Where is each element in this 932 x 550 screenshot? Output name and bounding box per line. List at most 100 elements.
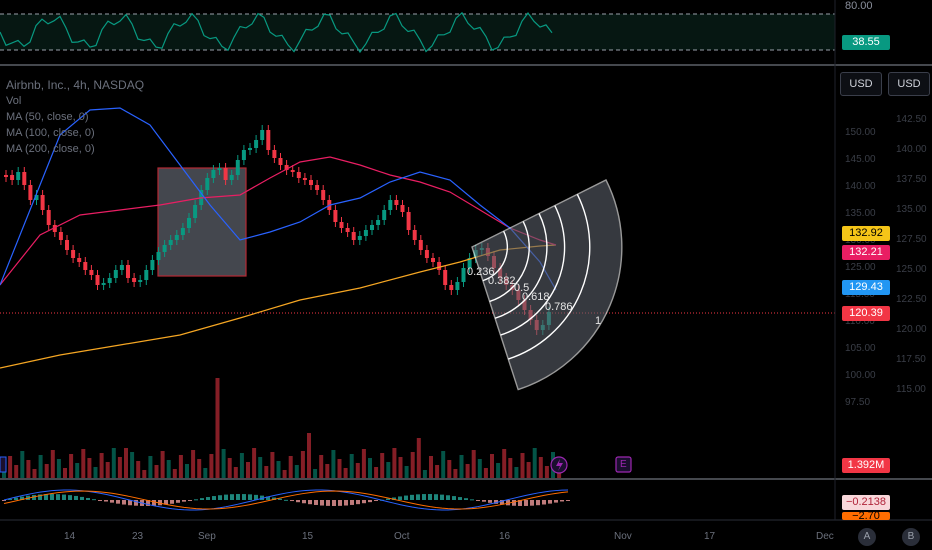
- volume-bar: [75, 463, 80, 478]
- macd-histogram: [2, 494, 570, 506]
- macd-bar: [176, 500, 180, 503]
- legend-ma200: MA (200, close, 0): [6, 143, 95, 155]
- volume-bar: [191, 450, 196, 478]
- ma50-price-tag: 129.43: [842, 280, 890, 295]
- ma50-line: [0, 107, 557, 291]
- macd-bar: [296, 500, 300, 503]
- x-label-oct: Oct: [394, 531, 410, 542]
- candle-body: [461, 268, 466, 282]
- macd-bar: [116, 500, 120, 504]
- candle-body: [89, 270, 94, 275]
- macd-bar: [302, 500, 306, 504]
- macd-bar: [164, 500, 168, 505]
- candle-body: [241, 150, 246, 160]
- macd-bar: [506, 500, 510, 506]
- volume-bar: [233, 467, 238, 478]
- earnings-event-marker: [615, 456, 632, 473]
- volume-bar: [209, 454, 214, 478]
- volume-bar: [361, 449, 366, 478]
- macd-bar: [212, 496, 216, 500]
- volume-bar: [459, 455, 464, 478]
- macd-bar: [350, 500, 354, 505]
- fib-fan-area: [471, 179, 623, 391]
- candle-body: [333, 210, 338, 222]
- volume-bar: [252, 448, 257, 478]
- fib-label-0618: 0.618: [522, 291, 550, 303]
- volume-bar: [160, 451, 165, 478]
- macd-bar: [416, 494, 420, 500]
- candle-body: [132, 278, 137, 282]
- price-scale-right-label: 115.00: [896, 384, 926, 395]
- candle-body: [284, 165, 289, 170]
- volume-bar: [520, 453, 525, 478]
- ma100-line: [0, 156, 557, 286]
- macd-bar: [566, 500, 570, 501]
- candle-body: [382, 210, 387, 220]
- auto-scale-button[interactable]: A: [858, 528, 876, 546]
- volume-bar: [32, 469, 37, 478]
- volume-bar: [276, 461, 281, 478]
- macd-bar: [92, 499, 96, 501]
- volume-bar: [355, 463, 360, 478]
- volume-bar: [429, 456, 433, 478]
- macd-bar: [254, 494, 258, 500]
- macd-bar: [560, 500, 564, 502]
- volume-bar: [8, 456, 13, 478]
- macd-bar: [512, 500, 516, 506]
- volume-bar: [282, 470, 287, 478]
- candle-body: [77, 258, 82, 262]
- candle-body: [52, 225, 57, 232]
- volume-bar: [380, 453, 385, 478]
- rsi-band: [0, 14, 835, 50]
- candle-body: [95, 275, 100, 285]
- candle-body: [296, 172, 301, 178]
- candle-body: [211, 170, 216, 178]
- x-label-nov: Nov: [614, 531, 632, 542]
- volume-bar: [26, 460, 31, 478]
- candle-body: [467, 258, 472, 268]
- macd-bar: [368, 500, 372, 503]
- macd-bar: [308, 500, 312, 505]
- log-scale-button[interactable]: B: [902, 528, 920, 546]
- rsi-value-tag: 38.55: [842, 35, 890, 50]
- candle-body: [71, 250, 76, 258]
- fib-label-0236: 0.236: [467, 266, 495, 278]
- volume-bar: [203, 468, 208, 478]
- macd-bar: [338, 500, 342, 506]
- macd-bar: [146, 500, 150, 506]
- candle-body: [187, 218, 191, 228]
- candle-body: [119, 265, 124, 270]
- price-scale-left-label: 135.00: [845, 208, 876, 219]
- macd-bar: [374, 500, 378, 501]
- currency-button-2[interactable]: USD: [888, 72, 930, 96]
- currency-button-1[interactable]: USD: [840, 72, 882, 96]
- volume-bar: [416, 438, 421, 478]
- macd-bar: [218, 495, 222, 500]
- macd-bar: [206, 497, 210, 500]
- price-scale-left-label: 110.00: [845, 316, 875, 327]
- volume-bar: [374, 467, 379, 478]
- price-scale-left-label: 105.00: [845, 343, 876, 354]
- price-scale-right-label: 142.50: [896, 114, 927, 125]
- macd-bar: [44, 494, 48, 500]
- candle-body: [205, 178, 210, 190]
- macd-bar: [386, 498, 390, 500]
- volume-bar: [343, 468, 348, 478]
- volume-bar: [447, 460, 452, 478]
- volume-bar: [136, 461, 141, 478]
- candle-body: [321, 190, 326, 200]
- left-event-marker: [0, 456, 7, 473]
- volume-bar: [56, 459, 61, 478]
- candle-body: [150, 260, 155, 270]
- candle-body: [437, 262, 442, 270]
- ma200-price-tag: 132.92: [842, 226, 890, 241]
- signal-line: [3, 490, 569, 510]
- lightning-icon: [556, 459, 563, 471]
- macd-bar: [284, 499, 288, 501]
- candle-body: [217, 168, 222, 170]
- macd-bar: [326, 500, 330, 506]
- volume-bar: [50, 450, 55, 478]
- macd-bar: [548, 500, 552, 504]
- candle-body: [443, 270, 448, 285]
